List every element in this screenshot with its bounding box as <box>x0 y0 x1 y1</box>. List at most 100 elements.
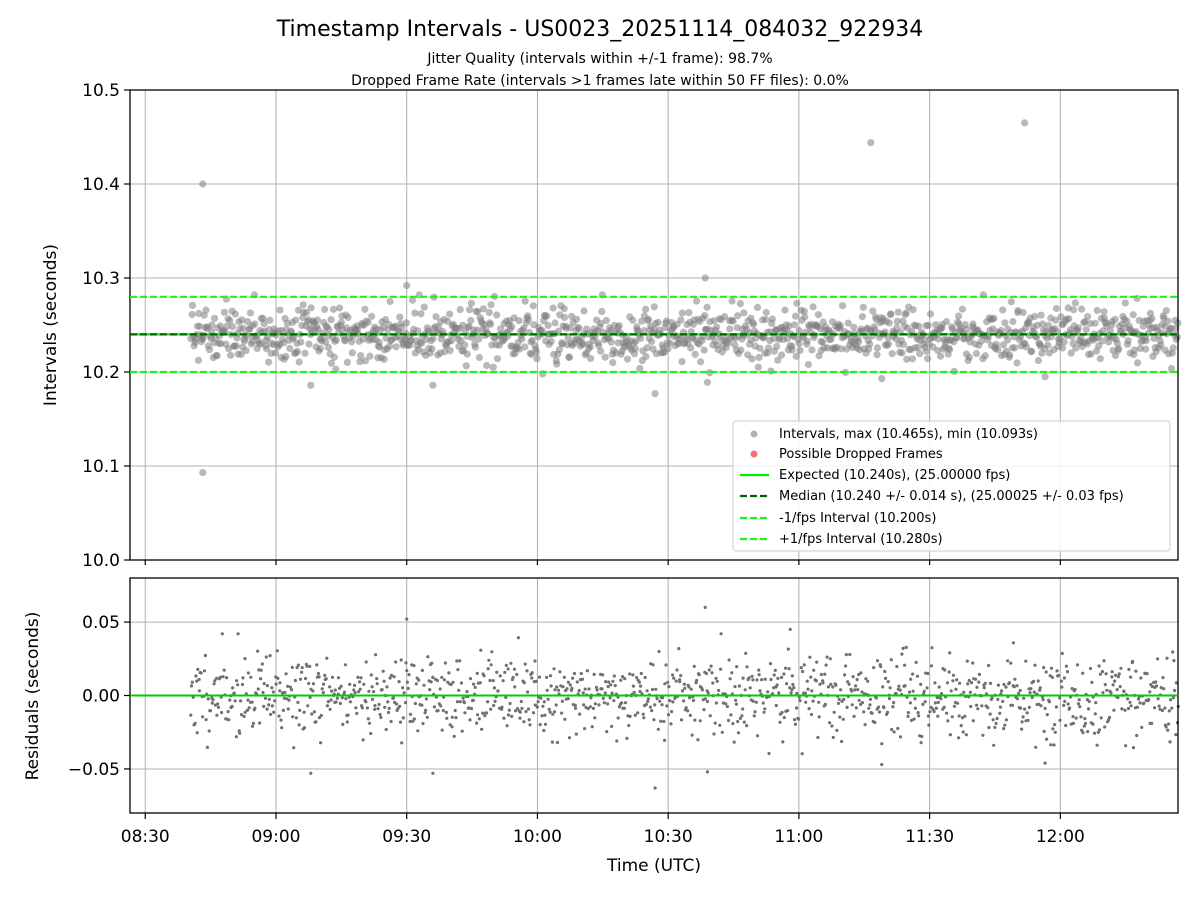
interval-point <box>762 308 770 317</box>
residual-point <box>431 675 435 680</box>
residual-point <box>378 712 382 717</box>
residual-point <box>767 751 771 756</box>
residual-point <box>1073 687 1077 692</box>
residual-point <box>1009 661 1013 665</box>
residual-point <box>656 727 660 731</box>
residual-point <box>817 700 821 704</box>
interval-point <box>324 343 332 351</box>
interval-point <box>678 358 686 366</box>
residual-point <box>475 721 479 725</box>
interval-point <box>361 357 369 365</box>
residual-point <box>531 711 536 715</box>
residual-point <box>798 699 802 703</box>
residual-point <box>295 666 299 670</box>
residual-point <box>775 683 779 687</box>
residual-point <box>373 704 377 708</box>
residual-point <box>1053 730 1057 734</box>
residual-point <box>381 669 385 673</box>
residual-point <box>911 689 915 693</box>
interval-point <box>538 327 546 335</box>
residual-point <box>601 673 605 677</box>
residual-point <box>203 653 207 658</box>
residual-point <box>894 692 898 696</box>
residual-point <box>492 703 496 708</box>
residual-point <box>1107 715 1112 720</box>
time-x-tick-label: 08:30 <box>121 827 170 847</box>
residual-point <box>239 699 243 703</box>
interval-point <box>301 349 309 357</box>
residual-point <box>816 735 820 740</box>
residual-point <box>860 690 864 694</box>
residual-point <box>766 690 770 694</box>
interval-point <box>239 324 247 332</box>
residual-point <box>353 691 357 695</box>
residual-point <box>844 664 848 668</box>
residual-point <box>423 711 427 715</box>
interval-point <box>601 353 609 361</box>
residual-point <box>860 701 865 705</box>
residual-point <box>380 688 384 692</box>
residual-point <box>316 671 320 676</box>
residual-point <box>841 717 845 721</box>
chart-title: Timestamp Intervals - US0023_20251114_08… <box>276 17 923 42</box>
interval-point <box>953 334 961 342</box>
residual-point <box>780 710 784 715</box>
interval-point <box>636 334 645 343</box>
interval-point <box>493 355 502 363</box>
residual-point <box>847 682 851 686</box>
residual-point <box>603 691 607 695</box>
interval-point <box>417 310 425 318</box>
residual-point <box>1105 688 1109 692</box>
residual-point <box>1019 706 1023 710</box>
residual-point <box>586 707 590 711</box>
residual-point <box>472 682 476 686</box>
residual-point <box>312 710 316 714</box>
residual-point <box>898 688 902 692</box>
residual-point <box>795 691 799 695</box>
residual-point <box>516 636 521 640</box>
residual-point <box>693 718 697 722</box>
interval-point <box>785 322 793 330</box>
legend-label-plus-fps: +1/fps Interval (10.280s) <box>779 532 943 547</box>
residual-point <box>379 715 383 720</box>
residual-point <box>455 659 459 663</box>
interval-point <box>461 341 469 349</box>
residual-point <box>296 700 300 705</box>
interval-point <box>698 336 706 344</box>
residual-point <box>370 697 375 702</box>
interval-point <box>916 350 924 358</box>
residuals-y-axis: −0.05 0.00 0.05 <box>68 613 130 780</box>
interval-point <box>693 297 701 305</box>
residual-point <box>317 716 322 720</box>
interval-point <box>521 343 529 351</box>
interval-point <box>703 303 711 311</box>
residual-point <box>1058 718 1062 722</box>
residual-point <box>443 661 447 665</box>
residual-point <box>907 690 912 694</box>
residual-point <box>996 683 1001 687</box>
residual-point <box>763 707 767 711</box>
residual-point <box>560 699 565 703</box>
residual-point <box>507 708 511 712</box>
residual-point <box>909 677 913 681</box>
interval-point <box>737 346 745 354</box>
residual-point <box>988 681 993 686</box>
residual-point <box>883 669 887 674</box>
residual-point <box>493 699 497 704</box>
interval-point <box>638 317 646 325</box>
residual-point <box>663 738 667 743</box>
residual-point <box>786 709 790 713</box>
interval-point <box>292 316 300 324</box>
residual-point <box>1063 699 1067 704</box>
interval-point <box>748 355 756 363</box>
residual-point <box>496 689 500 693</box>
residual-point <box>866 679 870 683</box>
residual-point <box>607 680 611 684</box>
residual-point <box>488 678 492 683</box>
residual-point <box>830 724 834 728</box>
residual-point <box>856 688 860 692</box>
interval-point <box>483 361 491 370</box>
interval-point <box>307 304 315 312</box>
interval-point <box>188 301 197 309</box>
residual-point <box>650 687 655 692</box>
